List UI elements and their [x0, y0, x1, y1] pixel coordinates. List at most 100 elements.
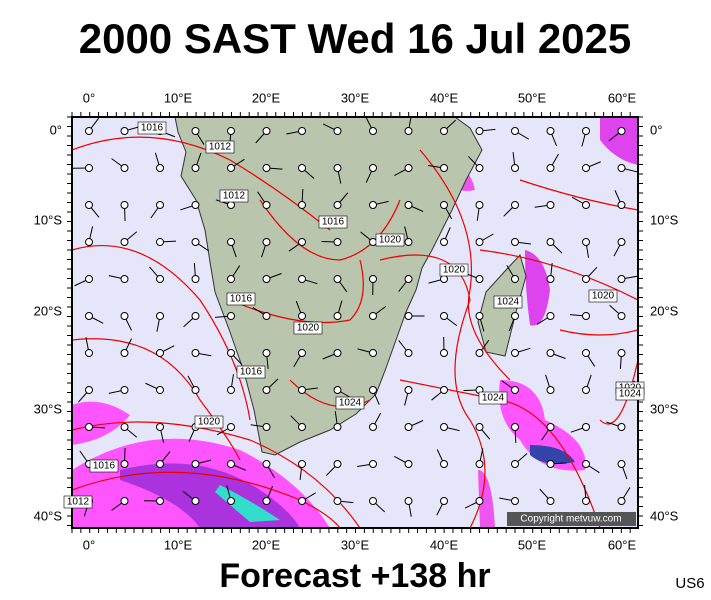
isobar-label-box — [63, 495, 93, 509]
lon-label: 30°E — [341, 90, 370, 105]
isobar-label-box — [615, 387, 645, 401]
barb-station — [546, 460, 555, 468]
barb-station — [404, 460, 413, 468]
barb-station — [262, 275, 271, 283]
barb-station — [440, 238, 448, 246]
barb-station — [369, 275, 377, 283]
barb-station — [120, 164, 129, 172]
barb-station — [582, 164, 590, 172]
title: 2000 SAST Wed 16 Jul 2025 — [79, 15, 632, 62]
barb-station — [333, 201, 342, 209]
barb-station — [546, 386, 555, 394]
isobar-label-box — [236, 365, 266, 379]
barb-station — [156, 497, 164, 505]
barb-station — [369, 164, 377, 172]
barb-station — [85, 238, 93, 246]
barb-station — [475, 460, 484, 468]
barb-station — [120, 312, 129, 320]
isobar-label: 1016 — [240, 367, 263, 378]
barb-station — [262, 386, 271, 394]
barb-station — [227, 238, 235, 246]
barb-station — [298, 460, 306, 468]
barb-station — [475, 164, 484, 172]
barb-station — [582, 349, 590, 357]
barb-station — [333, 460, 342, 468]
lon-label: 40°E — [430, 537, 459, 552]
barb-station — [120, 386, 129, 394]
barb-station — [227, 349, 235, 357]
barb-station — [546, 312, 555, 320]
isobar-label: 1020 — [297, 323, 320, 334]
barb-station — [404, 312, 413, 320]
barb-station — [85, 349, 93, 357]
barb-station — [298, 423, 306, 431]
isobar-label: 1012 — [223, 191, 246, 202]
isobar-label-box — [439, 263, 469, 277]
barb-station — [582, 386, 590, 394]
barb-station — [227, 275, 235, 283]
barb-station — [333, 238, 342, 246]
barb-station — [511, 423, 519, 431]
precip — [478, 470, 495, 528]
barb-station — [440, 127, 448, 135]
precip — [72, 401, 130, 445]
lon-label: 0° — [83, 537, 95, 552]
barb-station — [262, 238, 271, 246]
barb-station — [298, 201, 306, 209]
lon-label: 60°E — [608, 537, 637, 552]
barb-station — [475, 497, 484, 505]
barb-station — [617, 497, 626, 505]
barb-station — [582, 423, 590, 431]
isobar-label-box — [137, 121, 167, 135]
barb-station — [156, 238, 164, 246]
barb-station — [440, 460, 448, 468]
precip — [530, 445, 575, 464]
barb-station — [511, 127, 519, 135]
barb-station — [617, 238, 626, 246]
isobar-label: 1016 — [93, 461, 116, 472]
barb-station — [156, 201, 164, 209]
barb-station — [156, 349, 164, 357]
barb-station — [262, 423, 271, 431]
barb-station — [546, 127, 555, 135]
lon-label: 60°E — [608, 90, 637, 105]
barb-station — [156, 164, 164, 172]
barb-station — [298, 386, 306, 394]
barb-station — [511, 201, 519, 209]
lon-label: 0° — [83, 90, 95, 105]
lon-label: 40°E — [430, 90, 459, 105]
barb-station — [440, 275, 448, 283]
forecast-label: Forecast +138 hr — [219, 557, 490, 595]
barb-station — [333, 497, 342, 505]
barb-station — [85, 312, 93, 320]
barb-station — [369, 238, 377, 246]
barb-station — [227, 386, 235, 394]
barb-station — [333, 386, 342, 394]
barb-station — [191, 275, 200, 283]
barb-station — [511, 238, 519, 246]
lat-label: 10°S — [650, 212, 679, 227]
barb-station — [617, 460, 626, 468]
barb-station — [404, 238, 413, 246]
isobar-label-box — [205, 140, 235, 154]
barb-station — [227, 312, 235, 320]
barb-station — [511, 164, 519, 172]
barb-station — [298, 164, 306, 172]
isobar-label: 1020 — [198, 417, 221, 428]
barb-station — [582, 312, 590, 320]
barb-station — [440, 386, 448, 394]
barb-station — [369, 460, 377, 468]
barb-station — [191, 164, 200, 172]
isobar-label-box — [588, 289, 618, 303]
lon-label: 20°E — [252, 537, 281, 552]
barb-station — [404, 164, 413, 172]
barb-station — [262, 312, 271, 320]
barb-station — [120, 423, 129, 431]
barb-station — [85, 127, 93, 135]
barb-station — [120, 127, 129, 135]
barb-station — [440, 164, 448, 172]
map-frame — [71, 116, 639, 529]
barb-station — [262, 460, 271, 468]
lon-label: 30°E — [341, 537, 370, 552]
barb-station — [369, 423, 377, 431]
